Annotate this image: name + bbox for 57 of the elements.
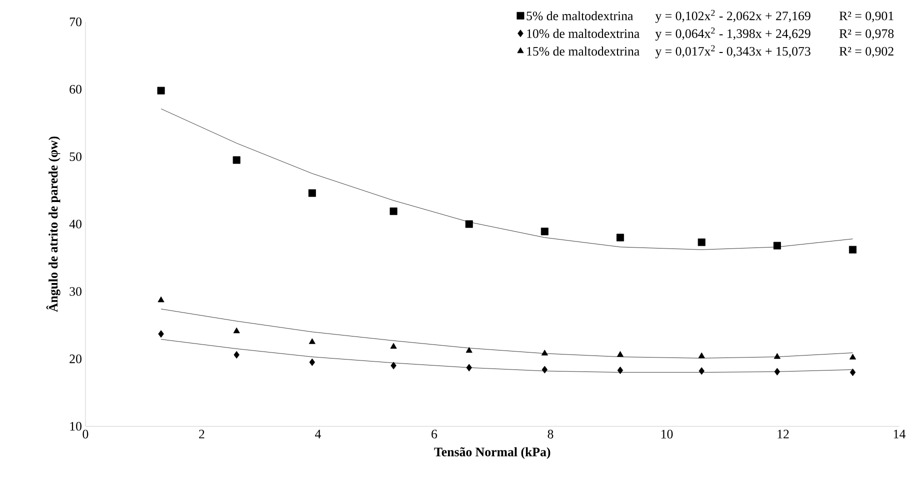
point xyxy=(390,208,398,216)
y-tick-label: 20 xyxy=(70,354,82,364)
point xyxy=(232,156,240,164)
point xyxy=(698,352,705,358)
point xyxy=(158,330,164,338)
annotation: y = 0,064x$^{2}$ - 1,398x + 24,629 xyxy=(655,28,810,41)
point xyxy=(465,220,473,228)
legend-label: 10% de maltodextrina xyxy=(527,28,640,38)
point xyxy=(390,343,397,349)
annotation: R² = 0,902 xyxy=(839,47,894,58)
point xyxy=(157,86,165,94)
point xyxy=(849,354,856,360)
y-tick-label: 50 xyxy=(70,152,82,162)
point xyxy=(773,242,781,250)
point xyxy=(698,238,706,246)
x-tick-label: 0 xyxy=(82,430,88,438)
y-axis-title: Ângulo de atrito de parede (φw) xyxy=(46,136,60,312)
point xyxy=(616,234,624,242)
point xyxy=(542,366,548,374)
point xyxy=(308,338,316,344)
point xyxy=(698,367,704,375)
x-tick-label: 10 xyxy=(661,430,673,438)
annotation: R² = 0,978 xyxy=(839,29,894,40)
point xyxy=(308,189,316,197)
point xyxy=(540,228,548,236)
x-tick-label: 6 xyxy=(432,430,438,438)
point xyxy=(848,246,857,254)
annotation: y = 0,017x$^{2}$ - 0,343x + 15,073 xyxy=(655,45,810,58)
point xyxy=(233,328,240,334)
legend-label: 15% de maltodextrina xyxy=(527,46,640,56)
point xyxy=(466,347,472,353)
y-tick-label: 60 xyxy=(70,84,82,94)
point xyxy=(466,364,472,372)
x-tick-label: 12 xyxy=(778,430,789,438)
point xyxy=(390,362,396,370)
y-tick-label: 40 xyxy=(69,220,82,228)
legend-label: 5% de maltodextrina xyxy=(526,11,634,20)
x-tick-label: 2 xyxy=(199,430,204,438)
point xyxy=(617,366,624,374)
y-tick-label: 10 xyxy=(70,422,82,431)
point xyxy=(309,358,316,366)
x-axis-title: Tensão Normal (kPa) xyxy=(434,447,550,459)
point xyxy=(616,351,624,357)
point xyxy=(158,296,164,302)
annotation: R² = 0,901 xyxy=(839,12,894,22)
line-series xyxy=(160,108,853,250)
point xyxy=(850,368,856,376)
x-tick-label: 14 xyxy=(894,430,906,438)
y-tick-label: 70 xyxy=(70,18,82,26)
y-tick-label: 30 xyxy=(70,287,82,296)
point xyxy=(774,368,780,376)
x-tick-label: 4 xyxy=(315,430,322,438)
point xyxy=(234,351,240,359)
point xyxy=(541,350,548,356)
x-tick-label: 8 xyxy=(548,430,554,438)
annotation: y = 0,102x$^{2}$ - 2,062x + 27,169 xyxy=(655,10,810,23)
point xyxy=(774,353,780,359)
